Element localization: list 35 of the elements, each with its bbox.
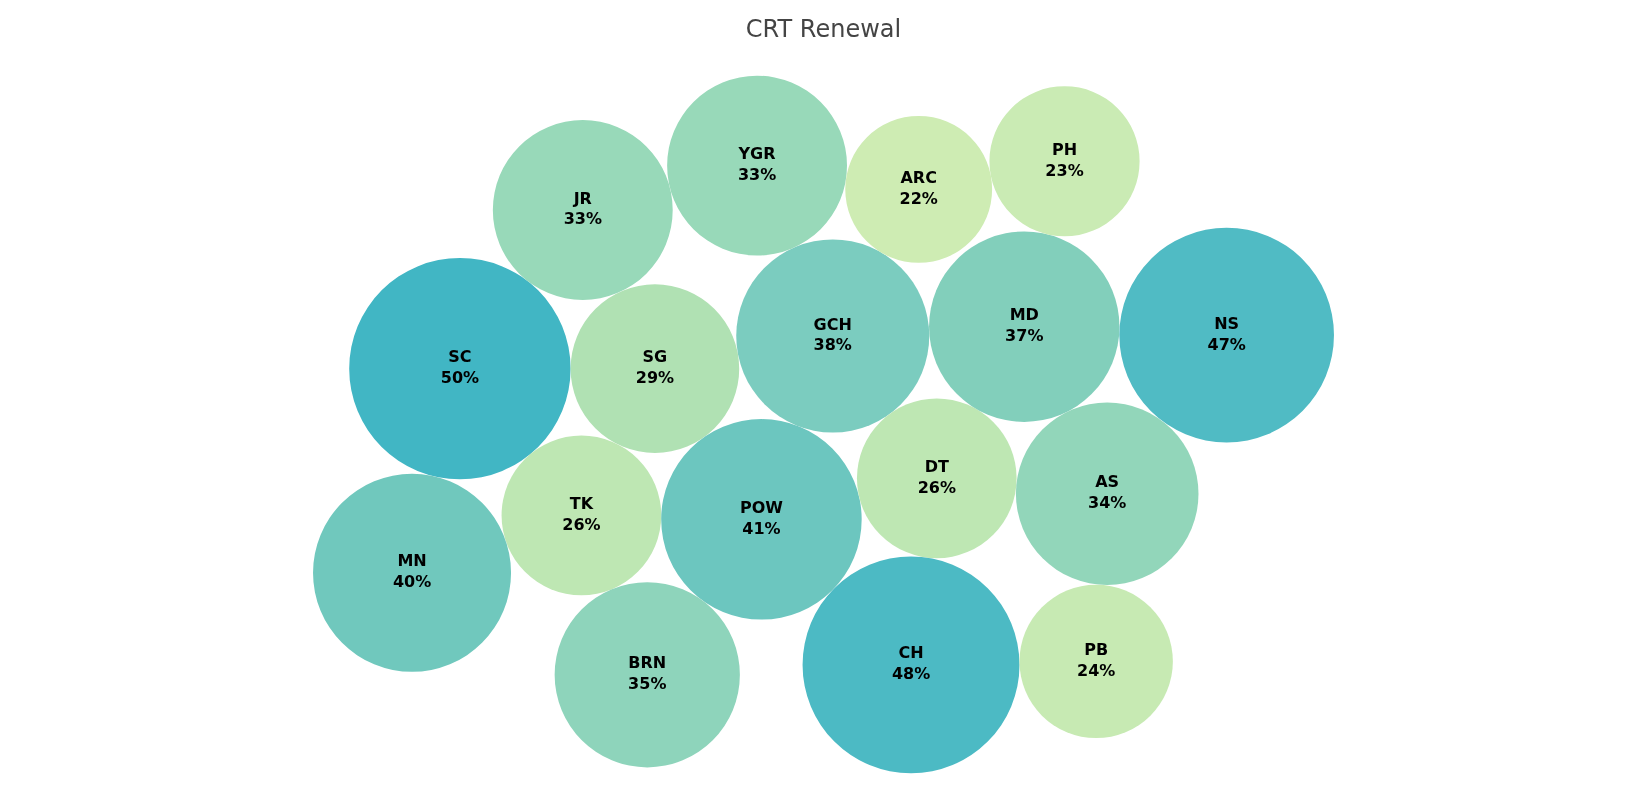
data-label: 34%: [1088, 493, 1127, 513]
data-label: 50%: [440, 368, 480, 388]
category-label: MN: [397, 551, 427, 571]
category-label: NS: [1214, 313, 1240, 333]
data-label: 23%: [1045, 160, 1084, 180]
category-label: CH: [898, 643, 924, 663]
category-label: AS: [1095, 472, 1120, 492]
data-label: 38%: [813, 335, 852, 355]
data-label: 24%: [1077, 660, 1116, 680]
category-label: POW: [739, 497, 784, 517]
data-label: 29%: [635, 368, 675, 388]
category-label: MD: [1009, 305, 1039, 325]
data-label: 22%: [899, 188, 938, 208]
category-label: SG: [642, 347, 668, 367]
data-label: 26%: [917, 477, 956, 497]
category-label: SC: [448, 347, 472, 367]
data-label: 40%: [392, 572, 432, 592]
category-label: DT: [924, 456, 949, 476]
category-label: TK: [569, 494, 594, 513]
data-label: 33%: [737, 164, 777, 184]
category-label: YGR: [737, 144, 776, 164]
data-label: 35%: [628, 674, 667, 694]
category-label: GCH: [813, 314, 852, 334]
data-label: 47%: [1207, 334, 1246, 354]
category-label: PH: [1051, 139, 1078, 159]
category-label: PB: [1084, 640, 1109, 660]
data-label: 48%: [891, 664, 931, 684]
data-label: 26%: [562, 514, 601, 534]
category-label: JR: [572, 188, 592, 208]
category-label: BRN: [628, 653, 667, 673]
data-label: 37%: [1005, 326, 1044, 346]
text: CRT Renewal: [745, 15, 902, 44]
data-label: 33%: [563, 209, 602, 229]
category-label: ARC: [900, 167, 937, 187]
data-label: 41%: [742, 518, 781, 538]
